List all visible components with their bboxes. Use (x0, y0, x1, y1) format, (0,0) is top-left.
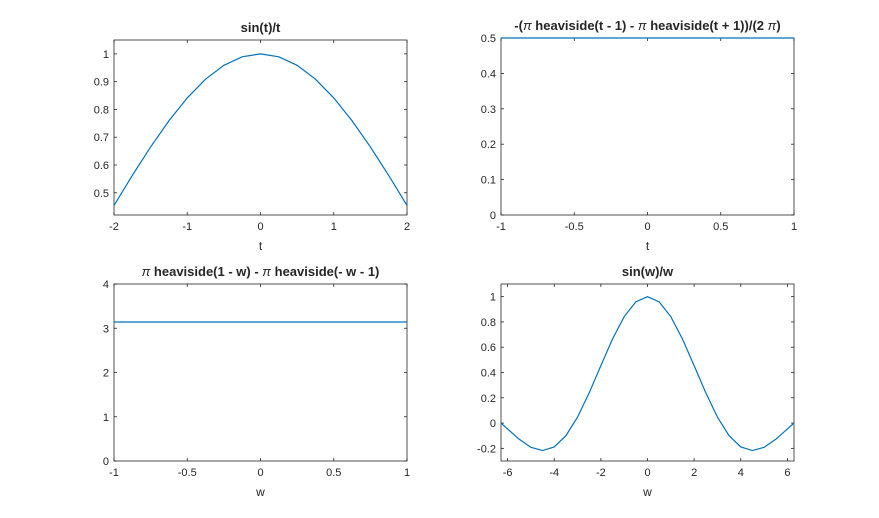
series-line (500, 295, 795, 452)
x-axis-label: w (642, 485, 652, 499)
title-text: -( (514, 18, 523, 33)
x-tick-label: 0.5 (713, 221, 728, 233)
title-text: heaviside(- w - 1) (271, 264, 379, 279)
axes-box (500, 37, 795, 216)
y-tick-label: 4 (103, 279, 109, 291)
y-tick-label: 3 (103, 323, 109, 335)
y-tick-label: 0.2 (481, 139, 496, 151)
x-tick-label: -6 (503, 467, 513, 479)
y-tick-label: 1 (103, 49, 109, 61)
chart-title: π heaviside(1 - w) - π heaviside(- w - 1… (142, 264, 380, 279)
chart-title: sin(w)/w (622, 264, 674, 279)
title-pi-symbol: π (523, 18, 532, 33)
title-text: ) (776, 18, 780, 33)
chart-title: sin(t)/t (241, 20, 281, 35)
x-tick-label: -0.5 (565, 221, 584, 233)
x-tick-label: 4 (738, 467, 744, 479)
title-text: heaviside(t + 1))/(2 (647, 18, 768, 33)
y-tick-label: 0.2 (481, 393, 496, 405)
x-tick-label: -2 (109, 221, 119, 233)
y-tick-label: 0.5 (481, 33, 496, 45)
y-tick-label: 2 (103, 368, 109, 380)
y-tick-label: 0.1 (481, 175, 496, 187)
y-tick-label: 0.4 (481, 368, 496, 380)
y-tick-label: 0 (490, 418, 496, 430)
y-tick-label: 0 (103, 456, 109, 468)
title-pi-symbol: π (638, 18, 647, 33)
y-tick-label: -0.2 (477, 443, 496, 455)
chart-title: -(π heaviside(t - 1) - π heaviside(t + 1… (514, 18, 780, 33)
x-tick-label: -1 (182, 221, 192, 233)
x-tick-label: 0 (644, 467, 650, 479)
axes-box (113, 283, 408, 462)
title-pi-symbol: π (768, 18, 777, 33)
y-tick-label: 1 (490, 292, 496, 304)
x-tick-label: 0 (257, 221, 263, 233)
title-text: heaviside(t - 1) - (532, 18, 638, 33)
x-axis-label: w (255, 485, 265, 499)
x-tick-label: 0.5 (326, 467, 341, 479)
x-tick-label: 1 (791, 221, 797, 233)
x-tick-label: 6 (784, 467, 790, 479)
y-tick-label: 0.6 (94, 160, 109, 172)
title-pi-symbol: π (262, 264, 271, 279)
title-pi-symbol: π (142, 264, 151, 279)
subplot-heaviside-w: -1 -0.5 0 0.5 1 0 1 2 3 4 π heaviside(1 - w) - π h… (103, 264, 410, 499)
subplot-heaviside-t: -1 -0.5 0 0.5 100.10.20.30.40.5-(π heaviside… (481, 18, 797, 253)
x-tick-label: 2 (691, 467, 697, 479)
y-tick-label: 0.8 (481, 317, 496, 329)
y-tick-label: 0.8 (94, 104, 109, 116)
subplot-sinc-w: -6 -4 -2 0 2 4 6 -0.2 0 0.2 0.4 0.6 0.8 1 sin(w)/w w (477, 264, 795, 499)
x-tick-label: -1 (109, 467, 119, 479)
title-text: sin(t)/t (241, 20, 281, 35)
x-tick-label: 0 (644, 221, 650, 233)
y-tick-label: 0.5 (94, 188, 109, 200)
axes-box (113, 39, 408, 216)
y-tick-label: 0.6 (481, 342, 496, 354)
y-tick-label: 0.4 (481, 68, 496, 80)
x-tick-label: 2 (404, 221, 410, 233)
x-tick-label: -0.5 (178, 467, 197, 479)
x-tick-label: -4 (549, 467, 559, 479)
x-tick-label: 1 (404, 467, 410, 479)
y-tick-label: 0.3 (481, 104, 496, 116)
title-text: heaviside(1 - w) - (150, 264, 262, 279)
y-tick-label: 0.9 (94, 77, 109, 89)
y-tick-label: 0 (490, 210, 496, 222)
subplot-sinc-t: -2 -1 0 1 2 0.5 0.6 0.7 0.8 0.9 1 sin(t)/t t (94, 20, 410, 253)
x-tick-label: 0 (257, 467, 263, 479)
series-line (113, 53, 408, 206)
y-tick-label: 0.7 (94, 132, 109, 144)
title-text: sin(w)/w (622, 264, 674, 279)
axes-box (500, 283, 795, 462)
x-tick-label: -1 (496, 221, 506, 233)
x-tick-label: -2 (596, 467, 606, 479)
x-tick-label: 1 (331, 221, 337, 233)
x-axis-label: t (646, 239, 650, 253)
x-axis-label: t (259, 239, 263, 253)
y-tick-label: 1 (103, 412, 109, 424)
